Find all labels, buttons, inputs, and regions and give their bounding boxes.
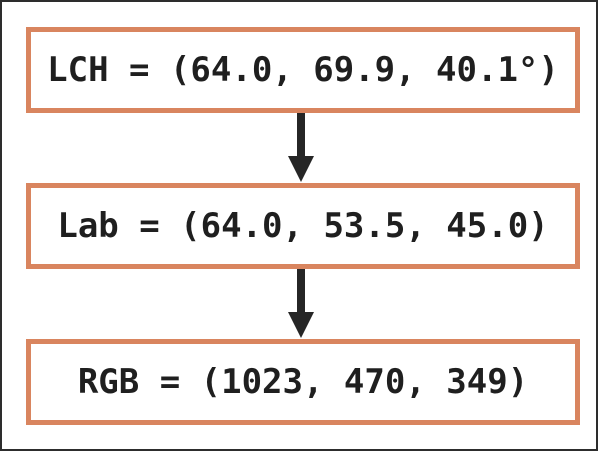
lab-node-label: Lab = (64.0, 53.5, 45.0) (57, 206, 549, 246)
lab-node: Lab = (64.0, 53.5, 45.0) (26, 183, 580, 269)
arrow-lch-to-lab-head (288, 156, 314, 182)
arrow-lab-to-rgb-head (288, 312, 314, 338)
rgb-node-label: RGB = (1023, 470, 349) (77, 362, 529, 402)
arrow-lab-to-rgb (288, 269, 314, 338)
lch-node-label: LCH = (64.0, 69.9, 40.1°) (47, 50, 559, 90)
arrow-lch-to-lab (288, 113, 314, 182)
lch-node: LCH = (64.0, 69.9, 40.1°) (26, 27, 580, 113)
rgb-node: RGB = (1023, 470, 349) (26, 339, 580, 425)
